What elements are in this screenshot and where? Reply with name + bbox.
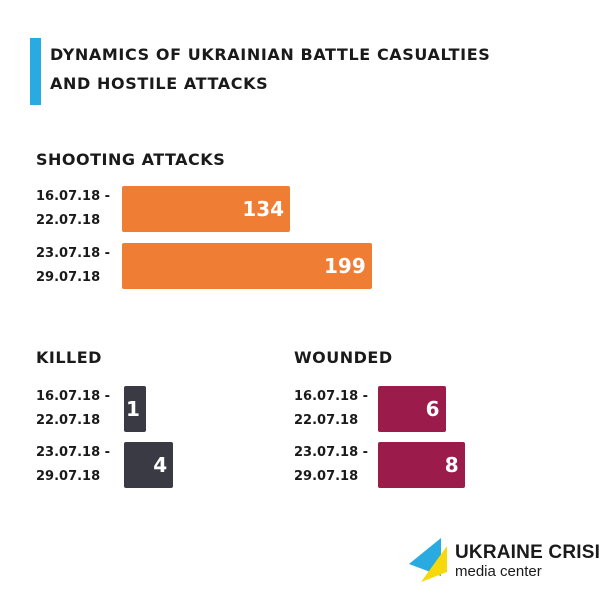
killed-period-line: 23.07.18 -: [36, 445, 111, 460]
shooting-period-line: 29.07.18: [36, 270, 101, 285]
shooting-value-label: 134: [242, 197, 285, 221]
wounded-period-line: 29.07.18: [294, 469, 359, 484]
killed-bar: [124, 386, 146, 432]
shooting-value-label: 199: [324, 254, 366, 278]
page-title: Dynamics of Ukrainian battle casualties …: [50, 40, 490, 98]
title-accent-bar: [30, 38, 41, 105]
wounded-period-label: 16.07.18 - 22.07.18: [294, 385, 368, 433]
shooting-period-line: 22.07.18: [36, 213, 101, 228]
shooting-period-label: 23.07.18 - 29.07.18: [36, 242, 110, 290]
logo-mark-icon: [409, 538, 447, 582]
shooting-bar: [122, 186, 291, 232]
shooting-period-line: 16.07.18 -: [36, 189, 111, 204]
title-line-1: Dynamics of Ukrainian battle casualties: [50, 45, 491, 64]
wounded-period-label: 23.07.18 - 29.07.18: [294, 441, 368, 489]
wounded-value-label: 8: [444, 453, 459, 477]
wounded-period-line: 16.07.18 -: [294, 389, 369, 404]
logo-line-2: media center: [455, 563, 542, 580]
killed-bar: [124, 442, 174, 488]
killed-period-label: 23.07.18 - 29.07.18: [36, 441, 110, 489]
wounded-bar: [378, 442, 465, 488]
shooting-period-line: 23.07.18 -: [36, 246, 111, 261]
shooting-bar: [122, 243, 372, 289]
killed-value-label: 1: [126, 397, 140, 421]
shooting-attacks-heading: Shooting attacks: [36, 150, 226, 169]
wounded-period-line: 23.07.18 -: [294, 445, 369, 460]
wounded-heading: Wounded: [294, 348, 393, 367]
wounded-bar: [378, 386, 446, 432]
killed-period-line: 29.07.18: [36, 469, 101, 484]
wounded-period-line: 22.07.18: [294, 413, 359, 428]
killed-period-line: 16.07.18 -: [36, 389, 111, 404]
killed-period-label: 16.07.18 - 22.07.18: [36, 385, 110, 433]
wounded-value-label: 6: [425, 397, 440, 421]
killed-heading: Killed: [36, 348, 102, 367]
killed-value-label: 4: [153, 453, 168, 477]
killed-period-line: 22.07.18: [36, 413, 101, 428]
shooting-period-label: 16.07.18 - 22.07.18: [36, 185, 110, 233]
logo-line-1: UKRAINE CRISIS: [455, 542, 600, 563]
title-line-2: and hostile attacks: [50, 74, 269, 93]
